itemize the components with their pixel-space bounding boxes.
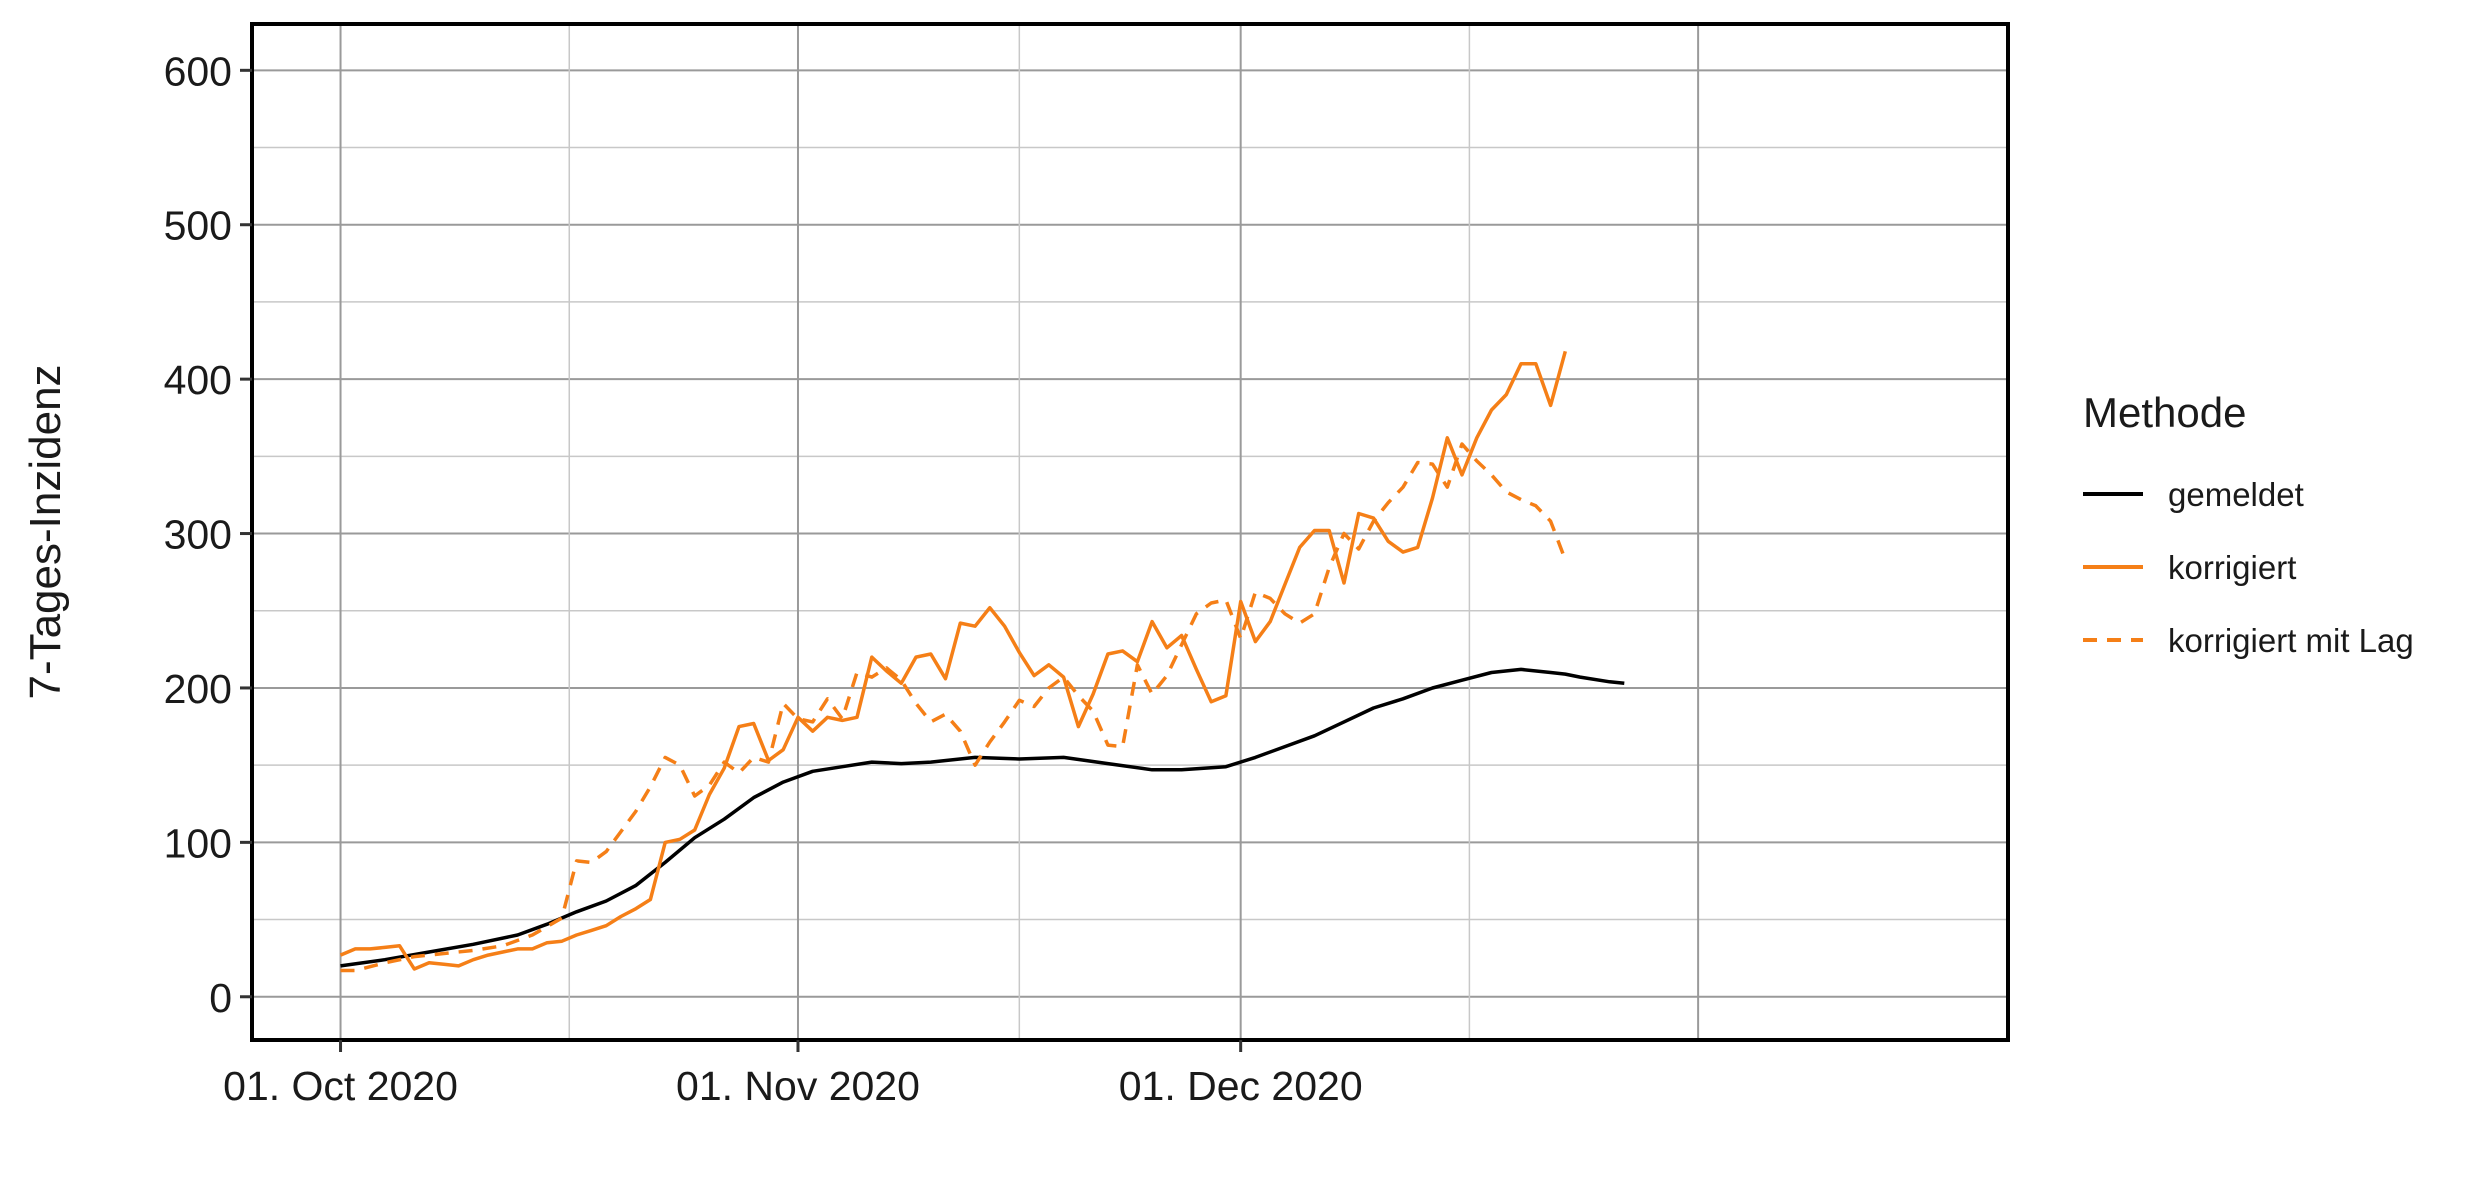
y-tick-label: 200: [164, 666, 232, 712]
y-axis-title: 7-Tages-Inzidenz: [21, 364, 70, 699]
y-axis: 0 100 200 300 400 500 600: [164, 48, 252, 1021]
y-tick-label: 300: [164, 512, 232, 558]
y-tick-label: 0: [209, 975, 232, 1021]
plot-frame: [250, 22, 2010, 1042]
legend-label: korrigiert mit Lag: [2168, 622, 2414, 659]
x-tick-label: 01. Nov 2020: [676, 1063, 920, 1109]
series-line-korrigiert: [339, 350, 1567, 971]
legend: Methode gemeldet korrigiert korrigiert mit…: [2083, 389, 2414, 659]
y-tick-label: 600: [164, 48, 232, 94]
grid: [252, 24, 2008, 1040]
x-tick-label: 01. Oct 2020: [223, 1063, 458, 1109]
series-line-korrigiert-mit-lag: [340, 442, 1567, 973]
x-tick-label: 01. Dec 2020: [1119, 1063, 1363, 1109]
legend-label: gemeldet: [2168, 476, 2304, 513]
series-line-gemeldet: [340, 667, 1625, 968]
series-lines: [339, 350, 1625, 973]
y-tick-label: 500: [164, 203, 232, 249]
legend-label: korrigiert: [2168, 549, 2296, 586]
y-tick-label: 100: [164, 820, 232, 866]
x-axis: 01. Oct 2020 01. Nov 2020 01. Dec 2020: [223, 1040, 1363, 1109]
legend-title: Methode: [2083, 389, 2246, 436]
y-tick-label: 400: [164, 357, 232, 403]
